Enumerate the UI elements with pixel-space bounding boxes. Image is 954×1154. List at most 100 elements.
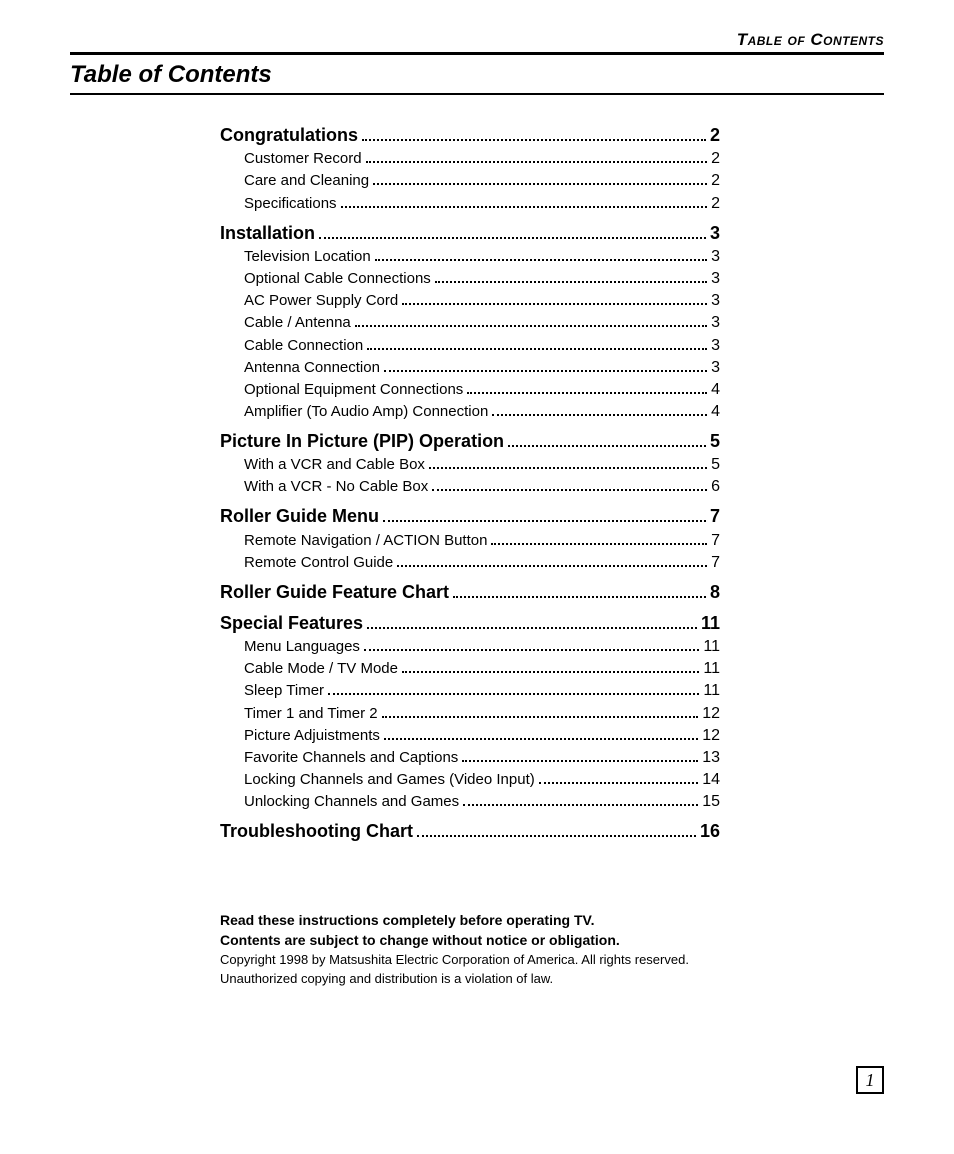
toc-section: Picture In Picture (PIP) Operation5 [220, 431, 720, 452]
toc-label: Cable Mode / TV Mode [220, 660, 398, 677]
toc-page: 2 [710, 125, 720, 146]
toc-label: Customer Record [220, 150, 362, 167]
toc-section: Troubleshooting Chart16 [220, 821, 720, 842]
toc-page: 11 [701, 613, 720, 634]
toc-subitem: With a VCR and Cable Box 5 [220, 456, 720, 474]
toc-leader [429, 456, 707, 469]
table-of-contents: Congratulations2Customer Record2Care and… [220, 125, 720, 842]
toc-label: Menu Languages [220, 638, 360, 655]
copyright-line-2: Unauthorized copying and distribution is… [220, 971, 780, 986]
toc-subitem: Timer 1 and Timer 2 12 [220, 704, 720, 722]
toc-page: 4 [711, 403, 720, 421]
toc-subitem: Television Location 3 [220, 248, 720, 266]
toc-leader [355, 314, 707, 327]
page-title: Table of Contents [70, 61, 884, 95]
toc-label: Remote Control Guide [220, 554, 393, 571]
running-head: Table of Contents [70, 30, 884, 55]
toc-label: Cable / Antenna [220, 314, 351, 331]
toc-leader [435, 270, 707, 283]
toc-label: Television Location [220, 248, 371, 265]
toc-page: 14 [702, 771, 720, 789]
toc-label: Optional Cable Connections [220, 270, 431, 287]
toc-label: Unlocking Channels and Games [220, 793, 459, 810]
toc-subitem: Locking Channels and Games (Video Input)… [220, 771, 720, 789]
toc-leader [373, 172, 707, 185]
toc-page: 3 [711, 337, 720, 355]
toc-page: 12 [702, 705, 720, 723]
toc-label: Care and Cleaning [220, 172, 369, 189]
toc-page: 3 [711, 248, 720, 266]
toc-subitem: Cable Connection 3 [220, 336, 720, 354]
toc-leader [341, 194, 708, 207]
toc-leader [319, 224, 706, 239]
toc-label: Roller Guide Feature Chart [220, 582, 449, 603]
toc-page: 5 [711, 456, 720, 474]
toc-page: 2 [711, 172, 720, 190]
toc-label: AC Power Supply Cord [220, 292, 398, 309]
toc-label: Special Features [220, 613, 363, 634]
toc-leader [462, 749, 698, 762]
toc-label: Optional Equipment Connections [220, 381, 463, 398]
toc-subitem: Amplifier (To Audio Amp) Connection 4 [220, 403, 720, 421]
toc-leader [467, 381, 707, 394]
toc-leader [432, 478, 707, 491]
toc-leader [364, 638, 699, 651]
toc-subitem: AC Power Supply Cord 3 [220, 292, 720, 310]
toc-leader [383, 508, 706, 523]
toc-label: Roller Guide Menu [220, 506, 379, 527]
toc-page: 11 [703, 660, 720, 678]
toc-subitem: Menu Languages11 [220, 638, 720, 656]
page-number: 1 [856, 1066, 884, 1094]
toc-page: 6 [711, 478, 720, 496]
toc-page: 7 [710, 506, 720, 527]
toc-page: 12 [702, 727, 720, 745]
toc-leader [492, 403, 707, 416]
toc-leader [367, 614, 697, 629]
toc-page: 13 [702, 749, 720, 767]
toc-leader [402, 660, 699, 673]
toc-label: Specifications [220, 195, 337, 212]
toc-section: Roller Guide Feature Chart 8 [220, 582, 720, 603]
toc-subitem: Optional Cable Connections 3 [220, 270, 720, 288]
note-line-1: Read these instructions completely befor… [220, 912, 780, 928]
toc-label: Remote Navigation / ACTION Button [220, 532, 487, 549]
toc-label: Locking Channels and Games (Video Input) [220, 771, 535, 788]
page: Table of Contents Table of Contents Cong… [0, 0, 954, 1154]
toc-page: 8 [710, 582, 720, 603]
toc-label: With a VCR - No Cable Box [220, 478, 428, 495]
toc-section: Installation3 [220, 223, 720, 244]
toc-subitem: Sleep Timer11 [220, 682, 720, 700]
toc-leader [384, 359, 707, 372]
toc-label: Cable Connection [220, 337, 363, 354]
toc-leader [328, 682, 699, 695]
toc-label: With a VCR and Cable Box [220, 456, 425, 473]
toc-page: 7 [711, 554, 720, 572]
toc-subitem: Remote Navigation / ACTION Button 7 [220, 531, 720, 549]
toc-subitem: Optional Equipment Connections4 [220, 381, 720, 399]
toc-label: Amplifier (To Audio Amp) Connection [220, 403, 488, 420]
note-line-2: Contents are subject to change without n… [220, 932, 780, 948]
toc-page: 3 [711, 314, 720, 332]
toc-leader [366, 150, 708, 163]
toc-page: 3 [711, 270, 720, 288]
toc-leader [417, 823, 696, 838]
toc-subitem: Customer Record 2 [220, 150, 720, 168]
toc-subitem: Care and Cleaning 2 [220, 172, 720, 190]
toc-leader [397, 554, 707, 567]
toc-section: Congratulations2 [220, 125, 720, 146]
toc-page: 16 [700, 821, 720, 842]
toc-leader [508, 432, 706, 447]
toc-leader [539, 771, 698, 784]
toc-subitem: Cable Mode / TV Mode 11 [220, 660, 720, 678]
toc-page: 7 [711, 532, 720, 550]
toc-page: 5 [710, 431, 720, 452]
toc-leader [375, 248, 707, 261]
toc-page: 15 [702, 793, 720, 811]
toc-label: Antenna Connection [220, 359, 380, 376]
toc-leader [453, 583, 706, 598]
toc-section: Special Features 11 [220, 613, 720, 634]
toc-subitem: Antenna Connection3 [220, 359, 720, 377]
toc-label: Timer 1 and Timer 2 [220, 705, 378, 722]
toc-page: 2 [711, 150, 720, 168]
toc-page: 3 [711, 292, 720, 310]
